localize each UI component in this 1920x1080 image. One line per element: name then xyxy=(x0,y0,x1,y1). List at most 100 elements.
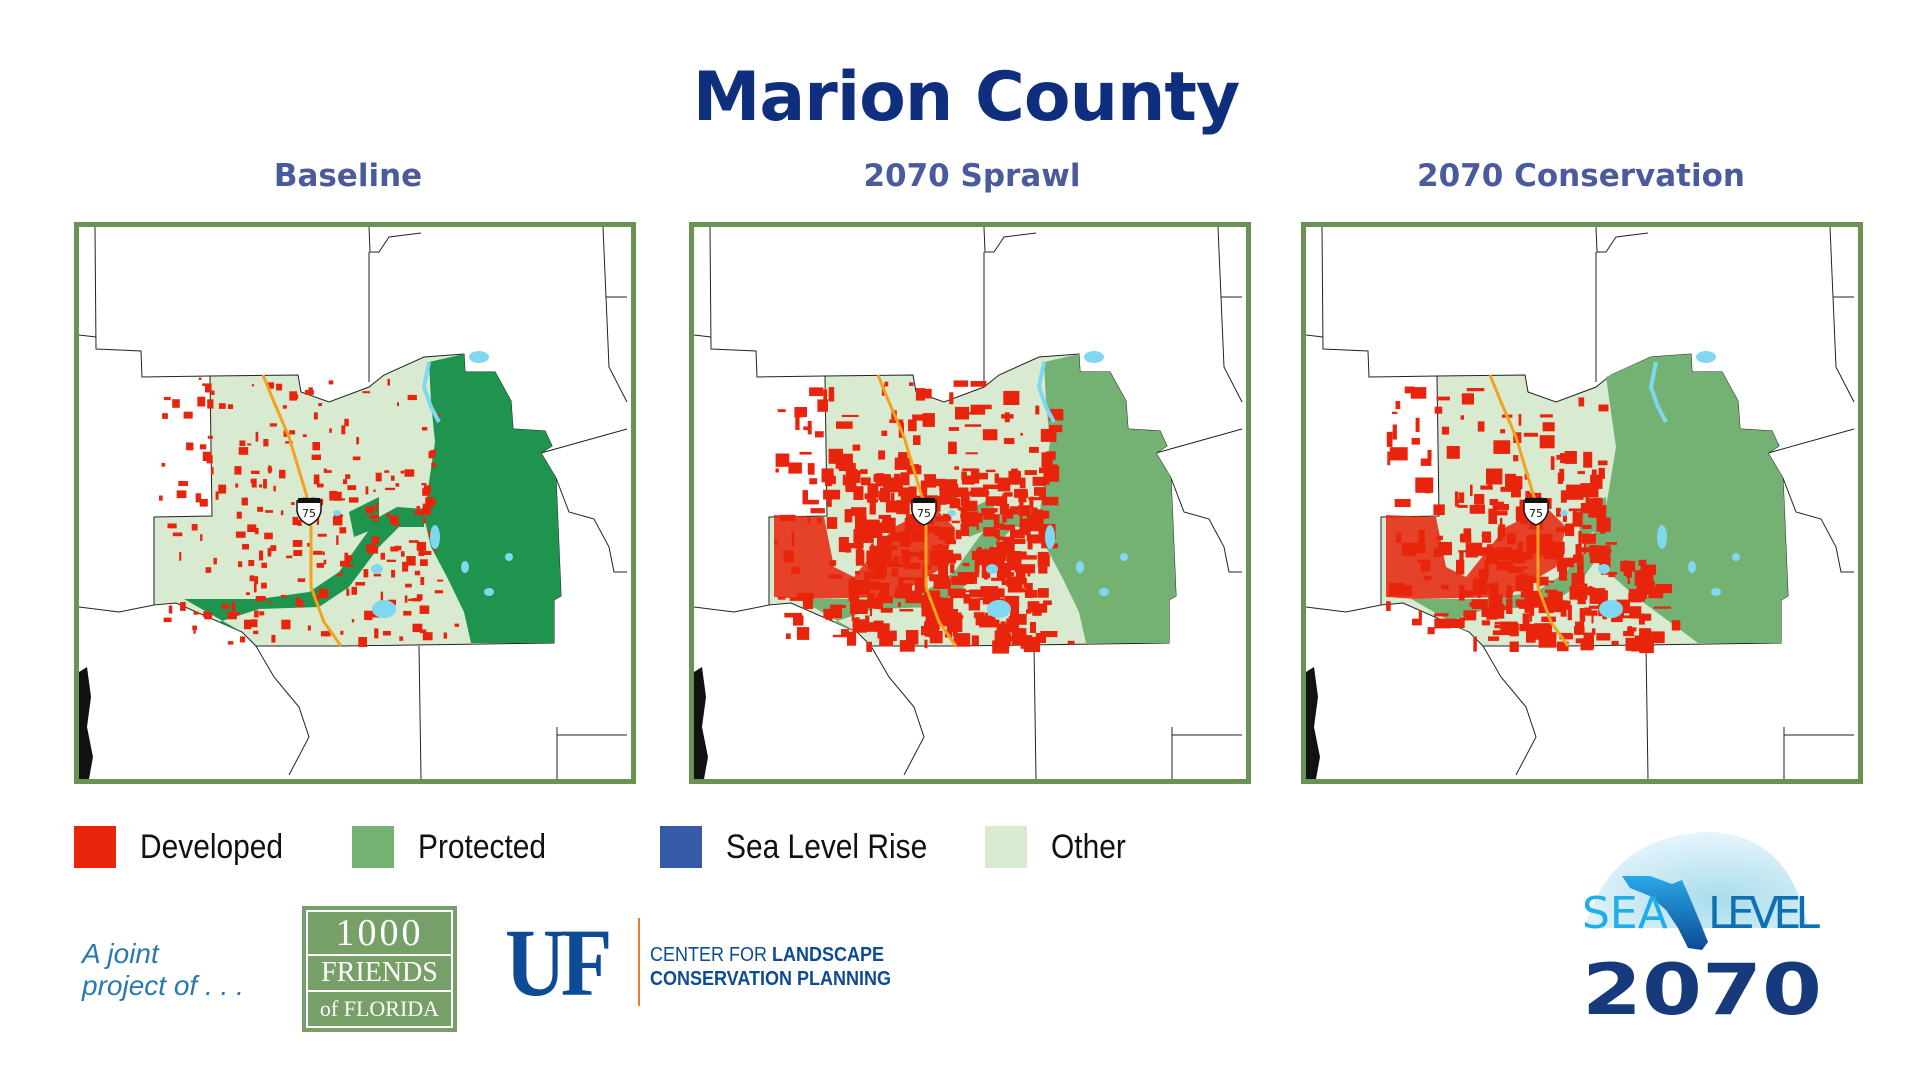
developed-patch xyxy=(362,391,371,394)
developed-patch xyxy=(1469,504,1485,514)
developed-patch xyxy=(789,597,808,601)
developed-patch xyxy=(1473,636,1477,652)
county-boundary xyxy=(255,645,310,776)
developed-patch xyxy=(1556,454,1572,460)
developed-patch xyxy=(421,483,427,486)
developed-patch xyxy=(1449,618,1465,628)
developed-patch xyxy=(207,399,214,409)
county-boundary xyxy=(870,645,925,776)
developed-patch xyxy=(1506,599,1513,614)
developed-patch xyxy=(1412,618,1422,626)
developed-patch xyxy=(437,414,441,417)
uf-logo: UF xyxy=(505,909,612,1016)
developed-patch xyxy=(1394,499,1411,507)
developed-patch xyxy=(775,468,779,473)
coastline-islands xyxy=(694,667,708,779)
developed-patch xyxy=(821,468,834,483)
developed-patch xyxy=(178,481,189,486)
clcp-text: CENTER FOR xyxy=(650,944,773,966)
developed-patch xyxy=(832,634,847,638)
developed-patch xyxy=(227,611,237,620)
developed-patch xyxy=(809,387,824,397)
map-conservation: 75 xyxy=(1301,222,1863,784)
developed-patch xyxy=(1460,415,1464,420)
developed-patch xyxy=(984,548,987,555)
water-body xyxy=(1696,351,1716,363)
developed-patch xyxy=(807,463,815,475)
water-body xyxy=(1598,564,1610,574)
developed-patch xyxy=(960,494,970,507)
developed-patch xyxy=(1489,499,1499,506)
developed-patch xyxy=(1597,460,1608,466)
developed-patch xyxy=(1392,424,1397,440)
developed-patch xyxy=(979,615,996,628)
developed-patch xyxy=(239,440,246,446)
developed-patch xyxy=(1493,501,1504,506)
developed-patch xyxy=(346,588,350,596)
developed-patch xyxy=(276,383,283,391)
developed-patch xyxy=(404,469,415,477)
water-body xyxy=(1076,561,1084,573)
developed-patch xyxy=(248,560,255,566)
developed-patch xyxy=(1488,636,1500,641)
developed-patch xyxy=(280,594,287,598)
developed-patch xyxy=(414,510,423,515)
developed-patch xyxy=(270,545,277,551)
developed-patch xyxy=(988,501,994,505)
developed-patch xyxy=(273,485,276,492)
developed-patch xyxy=(259,611,265,616)
developed-patch xyxy=(955,406,969,420)
developed-patch xyxy=(422,517,426,524)
developed-patch xyxy=(867,483,879,498)
developed-patch xyxy=(920,480,928,497)
protected-corridor xyxy=(184,507,424,632)
developed-patch xyxy=(950,483,957,499)
developed-patch xyxy=(1389,447,1408,461)
developed-patch xyxy=(263,479,267,489)
developed-patch xyxy=(777,409,786,413)
developed-patch xyxy=(1415,417,1420,433)
developed-patch xyxy=(1027,539,1033,550)
developed-patch xyxy=(1588,605,1601,609)
developed-area xyxy=(774,507,954,599)
developed-patch xyxy=(951,520,960,524)
developed-patch xyxy=(1067,640,1075,645)
developed-patch xyxy=(793,615,804,626)
developed-patch xyxy=(852,619,867,633)
developed-patch xyxy=(1601,571,1618,575)
developed-patch xyxy=(1010,604,1019,616)
developed-patch xyxy=(373,519,378,522)
developed-patch xyxy=(402,561,409,572)
developed-patch xyxy=(961,475,975,485)
developed-patch xyxy=(957,572,975,584)
developed-patch xyxy=(421,427,428,431)
developed-patch xyxy=(1004,412,1010,423)
developed-patch xyxy=(283,430,288,437)
developed-patch xyxy=(202,451,212,461)
developed-patch xyxy=(845,543,863,549)
developed-patch xyxy=(1020,555,1037,560)
developed-patch xyxy=(1542,422,1555,432)
developed-patch xyxy=(254,610,259,618)
water-body xyxy=(469,351,489,363)
developed-patch xyxy=(1020,432,1023,436)
developed-patch xyxy=(399,636,404,641)
developed-patch xyxy=(318,403,323,407)
developed-patch xyxy=(1655,583,1673,594)
developed-patch xyxy=(823,389,827,404)
developed-patch xyxy=(183,411,193,419)
developed-patch xyxy=(844,541,847,552)
interstate-shield-icon: 75 xyxy=(911,497,937,526)
developed-patch xyxy=(251,478,257,488)
developed-patch xyxy=(1028,497,1045,501)
developed-patch xyxy=(316,483,324,488)
developed-patch xyxy=(254,576,259,585)
developed-patch xyxy=(823,608,833,618)
developed-patch xyxy=(809,478,818,485)
developed-patch xyxy=(974,558,980,574)
developed-patch xyxy=(1466,388,1485,392)
developed-patch xyxy=(308,387,313,391)
developed-patch xyxy=(289,430,296,435)
developed-patch xyxy=(846,631,857,646)
developed-patch xyxy=(340,630,344,635)
